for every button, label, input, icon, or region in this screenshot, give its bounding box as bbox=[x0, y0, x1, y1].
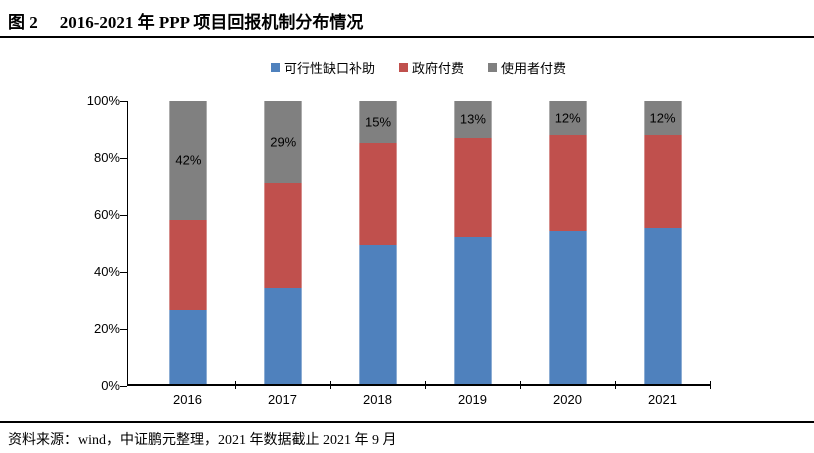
legend-item: 政府付费 bbox=[398, 58, 464, 77]
bar-segment: 29% bbox=[264, 101, 303, 184]
bar-column: 12% bbox=[615, 101, 710, 384]
bar-data-label: 12% bbox=[554, 110, 581, 126]
y-axis-tick-label: 0% bbox=[101, 378, 120, 393]
chart-legend: 可行性缺口补助 政府付费 使用者付费 bbox=[127, 58, 710, 77]
x-axis-tick bbox=[615, 381, 616, 389]
bars-container: 42% 29% 15% 13% 12% 12% bbox=[141, 101, 710, 384]
bar-segment: 12% bbox=[643, 101, 682, 135]
footer-divider bbox=[0, 421, 814, 423]
x-axis-tick bbox=[235, 381, 236, 389]
bar-data-label: 42% bbox=[175, 152, 202, 168]
bar-segment bbox=[169, 310, 208, 384]
bar-column: 42% bbox=[141, 101, 236, 384]
bar-stack: 12% bbox=[548, 101, 587, 384]
x-axis-label: 2016 bbox=[173, 392, 202, 407]
y-axis-tick bbox=[120, 386, 127, 387]
x-axis-label: 2017 bbox=[268, 392, 297, 407]
y-axis-tick bbox=[120, 329, 127, 330]
legend-swatch bbox=[488, 63, 497, 72]
legend-label: 可行性缺口补助 bbox=[283, 61, 375, 76]
figure-title: 图 2 2016-2021 年 PPP 项目回报机制分布情况 bbox=[8, 8, 363, 33]
figure-title-text: 2016-2021 年 PPP 项目回报机制分布情况 bbox=[59, 13, 364, 32]
y-axis-tick bbox=[120, 101, 127, 102]
bar-segment: 42% bbox=[169, 101, 208, 220]
title-divider bbox=[0, 36, 814, 38]
bar-column: 15% bbox=[331, 101, 426, 384]
legend-label: 政府付费 bbox=[411, 61, 464, 76]
x-axis-label: 2020 bbox=[553, 392, 582, 407]
y-axis-tick-label: 80% bbox=[93, 150, 120, 165]
bar-data-label: 13% bbox=[459, 111, 486, 127]
x-axis-label: 2019 bbox=[458, 392, 487, 407]
legend-swatch bbox=[398, 63, 408, 72]
bar-segment bbox=[548, 134, 587, 232]
bar-stack: 15% bbox=[359, 101, 398, 384]
bar-stack: 12% bbox=[643, 101, 682, 384]
legend-item: 可行性缺口补助 bbox=[270, 58, 375, 77]
bar-segment bbox=[453, 137, 492, 237]
x-axis-tick bbox=[425, 381, 426, 389]
y-axis-tick-label: 100% bbox=[86, 93, 120, 108]
bar-column: 12% bbox=[520, 101, 615, 384]
x-axis-tick bbox=[520, 381, 521, 389]
bar-data-label: 15% bbox=[365, 114, 392, 130]
bar-segment bbox=[643, 134, 682, 229]
bar-column: 13% bbox=[425, 101, 520, 384]
y-axis-tick bbox=[120, 272, 127, 273]
bar-segment bbox=[359, 245, 398, 384]
x-axis-tick bbox=[330, 381, 331, 389]
legend-label: 使用者付费 bbox=[501, 61, 567, 76]
bar-segment bbox=[359, 143, 398, 246]
y-axis-tick bbox=[120, 158, 127, 159]
bar-data-label: 29% bbox=[270, 134, 297, 150]
legend-swatch bbox=[270, 63, 280, 72]
x-axis-tick bbox=[710, 381, 711, 389]
y-axis-tick-label: 40% bbox=[93, 264, 120, 279]
bar-segment: 15% bbox=[359, 101, 398, 144]
bar-segment bbox=[453, 236, 492, 384]
bar-stack: 29% bbox=[264, 101, 303, 384]
y-axis-tick-label: 60% bbox=[93, 207, 120, 222]
bar-segment bbox=[264, 287, 303, 384]
bar-segment bbox=[264, 183, 303, 288]
plot-area: 42% 29% 15% 13% 12% 12% bbox=[127, 101, 710, 386]
figure-number: 图 2 bbox=[8, 13, 38, 32]
x-axis-label: 2018 bbox=[363, 392, 392, 407]
source-note: 资料来源：wind，中证鹏元整理，2021 年数据截止 2021 年 9 月 bbox=[8, 433, 397, 448]
bar-segment bbox=[643, 228, 682, 384]
legend-item: 使用者付费 bbox=[488, 58, 566, 77]
bar-segment bbox=[169, 219, 208, 311]
x-axis-labels: 2016 2017 2018 2019 2020 2021 bbox=[140, 392, 710, 407]
bar-column: 29% bbox=[236, 101, 331, 384]
y-axis-tick-label: 20% bbox=[93, 321, 120, 336]
y-axis-tick bbox=[120, 215, 127, 216]
bar-segment bbox=[548, 231, 587, 384]
bar-stack: 42% bbox=[169, 101, 208, 384]
x-axis-label: 2021 bbox=[648, 392, 677, 407]
bar-segment: 13% bbox=[453, 101, 492, 138]
bar-data-label: 12% bbox=[649, 110, 676, 126]
bar-segment: 12% bbox=[548, 101, 587, 135]
bar-stack: 13% bbox=[453, 101, 492, 384]
